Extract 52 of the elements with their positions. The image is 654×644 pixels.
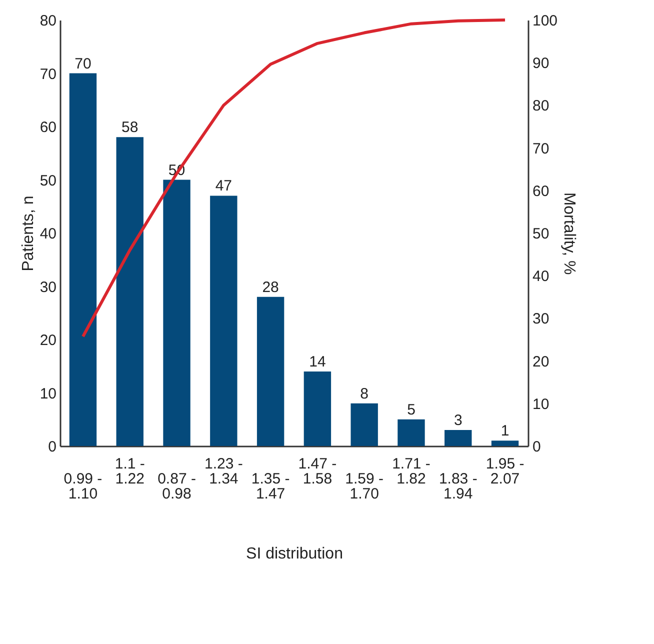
bar xyxy=(444,430,472,446)
bar xyxy=(116,137,144,446)
data-label: 28 xyxy=(262,278,279,296)
y2-tick-label: 10 xyxy=(532,396,550,413)
y-tick-label: 40 xyxy=(40,226,56,242)
bar xyxy=(256,296,284,446)
y2-tick-label: 20 xyxy=(532,353,550,370)
y2-tick-label: 30 xyxy=(532,310,550,328)
y-axis-title: Patients, n xyxy=(20,196,37,272)
y2-axis-title: Mortality, % xyxy=(560,192,578,275)
x-tick-label: 1.83 - 1.94 xyxy=(438,470,478,502)
y2-tick-label: 100 xyxy=(532,12,558,30)
x-tick-label: 0.99 - 1.10 xyxy=(64,470,102,502)
y-tick-label: 0 xyxy=(48,438,56,456)
x-tick-label: 0.87 - 0.98 xyxy=(158,470,196,502)
x-tick-label: 1.95 - 2.07 xyxy=(486,456,524,488)
data-label: 70 xyxy=(74,55,92,72)
y2-tick-label: 90 xyxy=(532,55,550,72)
x-tick-label: 1.1 - 1.22 xyxy=(114,456,145,488)
y-tick-label: 20 xyxy=(40,332,56,349)
data-label: 5 xyxy=(407,401,416,418)
y-tick-label: 50 xyxy=(40,172,56,190)
data-label: 14 xyxy=(309,353,326,370)
x-tick-label: 1.23 - 1.34 xyxy=(204,456,243,488)
data-label: 8 xyxy=(360,385,369,402)
y-tick-label: 30 xyxy=(40,278,56,296)
y-tick-label: 10 xyxy=(40,385,56,402)
x-tick-label: 1.71 - 1.82 xyxy=(392,456,430,488)
bar xyxy=(350,403,378,446)
y-tick-label: 70 xyxy=(40,66,56,83)
y2-tick-label: 60 xyxy=(532,182,550,200)
bar xyxy=(163,180,190,446)
data-label: 3 xyxy=(454,412,462,430)
y2-tick-label: 0 xyxy=(532,438,541,456)
bar xyxy=(69,73,97,446)
y-tick-label: 60 xyxy=(40,119,56,136)
y2-tick-label: 50 xyxy=(532,226,550,242)
x-tick-label: 1.35 - 1.47 xyxy=(251,470,290,502)
data-label: 58 xyxy=(122,119,138,136)
x-axis-title: SI distribution xyxy=(246,546,343,562)
y2-tick-label: 70 xyxy=(532,140,550,158)
x-tick-label: 1.47 - 1.58 xyxy=(298,456,337,488)
y2-tick-label: 40 xyxy=(532,268,550,286)
x-tick-label: 1.59 - 1.70 xyxy=(345,470,384,502)
bar xyxy=(491,440,519,446)
bar xyxy=(398,419,425,446)
data-label: 47 xyxy=(215,178,232,195)
bar xyxy=(304,371,332,446)
y2-tick-label: 80 xyxy=(532,98,550,115)
data-label: 1 xyxy=(500,422,510,440)
y-tick-label: 80 xyxy=(40,12,56,30)
bar xyxy=(210,196,238,446)
